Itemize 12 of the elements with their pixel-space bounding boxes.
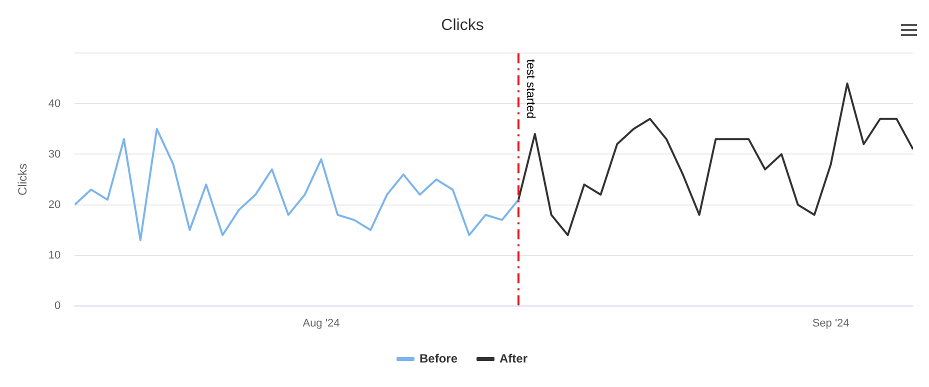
legend-label: After bbox=[500, 351, 528, 366]
y-tick-label: 30 bbox=[48, 148, 61, 160]
legend-label: Before bbox=[419, 351, 458, 366]
y-tick-label: 40 bbox=[48, 98, 61, 110]
y-tick-label: 10 bbox=[48, 249, 61, 262]
x-tick-label: Aug '24 bbox=[302, 317, 340, 330]
chart-title: Clicks bbox=[441, 17, 484, 34]
x-tick-label: Sep '24 bbox=[812, 317, 850, 330]
y-tick-label: 0 bbox=[54, 300, 61, 312]
ref-line-label: test started bbox=[524, 59, 538, 119]
y-tick-label: 20 bbox=[48, 198, 61, 211]
y-axis-title: Clicks bbox=[16, 164, 30, 196]
